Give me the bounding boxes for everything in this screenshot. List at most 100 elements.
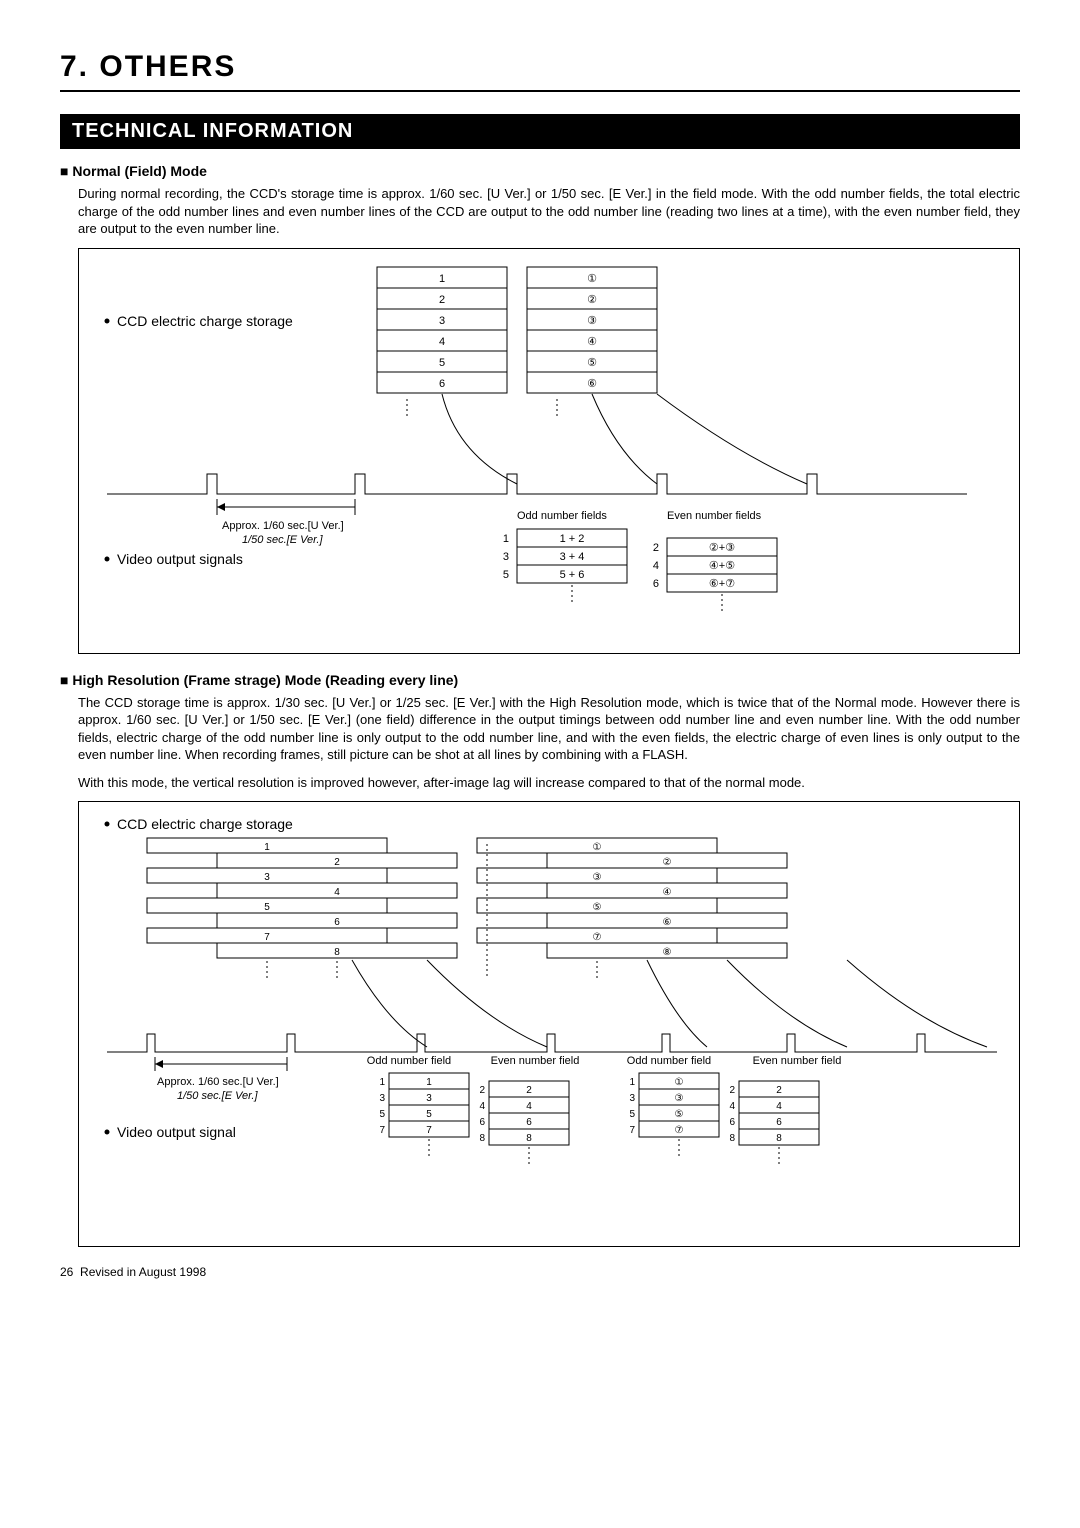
svg-text:Odd number field: Odd number field	[367, 1055, 451, 1067]
svg-text:5: 5	[264, 902, 270, 913]
svg-text:1: 1	[264, 842, 270, 853]
hires-body-1: The CCD storage time is approx. 1/30 sec…	[78, 694, 1020, 764]
normal-diagram-svg: CCD electric charge storage 1 2 3 4 5 6 …	[87, 259, 1007, 639]
svg-text:Even number field: Even number field	[753, 1055, 842, 1067]
svg-text:②: ②	[663, 857, 672, 868]
normal-mode-body: During normal recording, the CCD's stora…	[78, 185, 1020, 238]
svg-text:Even number field: Even number field	[491, 1055, 580, 1067]
svg-text:6: 6	[526, 1117, 532, 1128]
svg-text:3: 3	[629, 1093, 635, 1104]
hires-diagram-svg: CCD electric charge storage 1 2 3 4 5 6 …	[87, 812, 1007, 1232]
svg-text:Video output signal: Video output signal	[117, 1124, 236, 1140]
svg-text:7: 7	[426, 1125, 432, 1136]
svg-text:1/50 sec.[E Ver.]: 1/50 sec.[E Ver.]	[242, 534, 323, 546]
svg-text:⑥: ⑥	[663, 917, 672, 928]
svg-text:⑥: ⑥	[587, 378, 597, 390]
svg-text:②: ②	[587, 294, 597, 306]
svg-text:⑥+⑦: ⑥+⑦	[709, 578, 735, 590]
normal-mode-heading: Normal (Field) Mode	[60, 163, 1020, 179]
footer-text: Revised in August 1998	[80, 1265, 206, 1279]
even-output: 2 ②+③ 4 ④+⑤ 6 ⑥+⑦	[653, 538, 777, 592]
svg-text:8: 8	[526, 1133, 532, 1144]
page-footer: 26 Revised in August 1998	[60, 1265, 1020, 1279]
svg-text:⑤: ⑤	[587, 357, 597, 369]
svg-text:4: 4	[479, 1101, 485, 1112]
svg-text:Approx. 1/60 sec.[U Ver.]: Approx. 1/60 sec.[U Ver.]	[222, 520, 344, 532]
svg-text:③: ③	[593, 872, 602, 883]
svg-text:6: 6	[653, 578, 659, 590]
svg-text:①: ①	[587, 273, 597, 285]
hires-left-bars: 1 2 3 4 5 6 7 8	[147, 838, 457, 958]
svg-text:1 + 2: 1 + 2	[560, 533, 585, 545]
svg-text:Odd number field: Odd number field	[627, 1055, 711, 1067]
hires-heading: High Resolution (Frame strage) Mode (Rea…	[60, 672, 1020, 688]
svg-text:⑦: ⑦	[675, 1125, 684, 1136]
svg-text:①: ①	[675, 1077, 684, 1088]
svg-text:7: 7	[264, 932, 270, 943]
svg-text:7: 7	[379, 1125, 385, 1136]
ccd-label: CCD electric charge storage	[117, 313, 293, 329]
svg-text:Approx. 1/60 sec.[U Ver.]: Approx. 1/60 sec.[U Ver.]	[157, 1076, 279, 1088]
svg-text:6: 6	[334, 917, 340, 928]
svg-text:4: 4	[439, 336, 445, 348]
svg-text:⑤: ⑤	[593, 902, 602, 913]
svg-text:3: 3	[379, 1093, 385, 1104]
svg-text:5 + 6: 5 + 6	[560, 569, 585, 581]
page-number: 26	[60, 1265, 73, 1279]
chapter-title: 7. OTHERS	[60, 50, 1020, 84]
svg-text:4: 4	[776, 1101, 782, 1112]
svg-text:6: 6	[479, 1117, 485, 1128]
hires-body-2: With this mode, the vertical resolution …	[78, 774, 1020, 792]
svg-text:2: 2	[729, 1085, 735, 1096]
svg-text:1: 1	[629, 1077, 635, 1088]
svg-text:3: 3	[439, 315, 445, 327]
svg-text:3: 3	[426, 1093, 432, 1104]
svg-text:CCD electric charge storage: CCD electric charge storage	[117, 816, 293, 832]
svg-text:①: ①	[593, 842, 602, 853]
svg-text:1: 1	[379, 1077, 385, 1088]
svg-text:8: 8	[776, 1133, 782, 1144]
svg-text:4: 4	[653, 560, 659, 572]
svg-text:④: ④	[587, 336, 597, 348]
svg-text:④+⑤: ④+⑤	[709, 560, 735, 572]
svg-text:Video output signals: Video output signals	[117, 551, 243, 567]
svg-text:⑦: ⑦	[593, 932, 602, 943]
svg-text:Odd number fields: Odd number fields	[517, 510, 607, 522]
svg-text:④: ④	[663, 887, 672, 898]
svg-text:4: 4	[334, 887, 340, 898]
svg-text:③: ③	[675, 1093, 684, 1104]
odd-output: 1 1 + 2 3 3 + 4 5 5 + 6	[503, 529, 627, 583]
svg-text:1: 1	[439, 273, 445, 285]
hires-diagram: CCD electric charge storage 1 2 3 4 5 6 …	[78, 801, 1020, 1247]
svg-text:⑧: ⑧	[663, 947, 672, 958]
svg-text:2: 2	[479, 1085, 485, 1096]
svg-text:2: 2	[334, 857, 340, 868]
svg-text:2: 2	[439, 294, 445, 306]
svg-text:5: 5	[426, 1109, 432, 1120]
svg-text:4: 4	[526, 1101, 532, 1112]
svg-text:5: 5	[503, 569, 509, 581]
svg-text:1: 1	[503, 533, 509, 545]
svg-text:2: 2	[653, 542, 659, 554]
svg-text:2: 2	[776, 1085, 782, 1096]
section-title: TECHNICAL INFORMATION	[60, 114, 1020, 149]
svg-text:5: 5	[629, 1109, 635, 1120]
svg-text:③: ③	[587, 315, 597, 327]
svg-text:3: 3	[503, 551, 509, 563]
svg-text:8: 8	[729, 1133, 735, 1144]
svg-text:8: 8	[334, 947, 340, 958]
svg-text:②+③: ②+③	[709, 542, 735, 554]
svg-text:5: 5	[439, 357, 445, 369]
svg-text:4: 4	[729, 1101, 735, 1112]
svg-text:3 + 4: 3 + 4	[560, 551, 585, 563]
svg-text:5: 5	[379, 1109, 385, 1120]
right-boxes: ① ② ③ ④ ⑤ ⑥	[527, 267, 657, 393]
svg-text:8: 8	[479, 1133, 485, 1144]
hires-right-bars: ① ② ③ ④ ⑤ ⑥ ⑦ ⑧	[477, 838, 787, 958]
horizontal-rule	[60, 90, 1020, 92]
svg-text:Even number fields: Even number fields	[667, 510, 762, 522]
normal-mode-diagram: CCD electric charge storage 1 2 3 4 5 6 …	[78, 248, 1020, 654]
svg-text:1/50 sec.[E Ver.]: 1/50 sec.[E Ver.]	[177, 1090, 258, 1102]
svg-text:6: 6	[776, 1117, 782, 1128]
svg-text:⑤: ⑤	[675, 1109, 684, 1120]
